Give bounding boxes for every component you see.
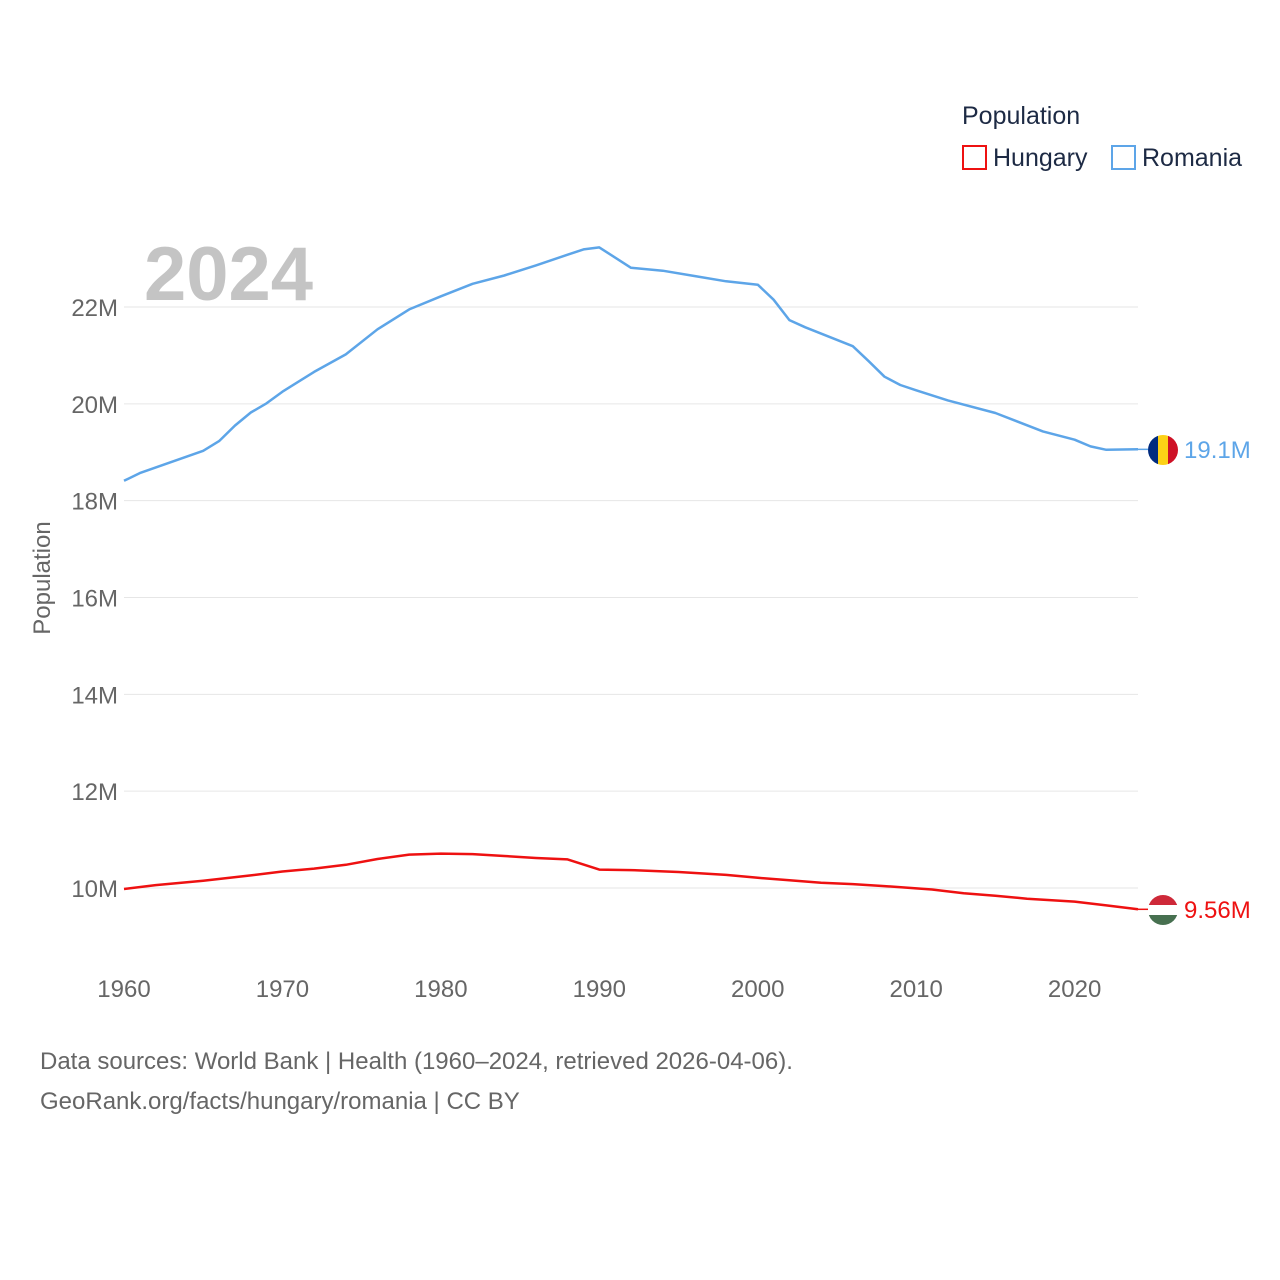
x-tick-label: 1980 <box>414 976 467 1003</box>
grid-lines <box>124 306 1138 889</box>
source-line-1: Data sources: World Bank | Health (1960–… <box>40 1048 793 1075</box>
series-line-hungary[interactable] <box>123 852 1139 911</box>
legend-swatch-hungary <box>962 145 987 170</box>
source-note: Data sources: World Bank | Health (1960–… <box>40 1042 793 1122</box>
y-tick-label: 12M <box>71 779 118 806</box>
x-tick-label: 1970 <box>256 976 309 1003</box>
legend-item-hungary[interactable]: Hungary <box>962 144 1088 172</box>
legend-label-hungary: Hungary <box>993 144 1088 172</box>
series-line-romania[interactable] <box>123 246 1139 482</box>
source-line-2[interactable]: GeoRank.org/facts/hungary/romania | CC B… <box>40 1088 520 1115</box>
legend-item-romania[interactable]: Romania <box>1111 144 1242 172</box>
y-tick-label: 18M <box>71 489 118 516</box>
x-tick-label: 1990 <box>573 976 626 1003</box>
x-tick-label: 2010 <box>889 976 942 1003</box>
series-lines <box>123 246 1148 911</box>
year-watermark: 2024 <box>144 232 313 317</box>
end-labels: 19.1M 9.56M <box>1184 437 1251 924</box>
romania-flag-icon <box>1148 435 1178 465</box>
end-label-romania: 19.1M <box>1184 437 1251 464</box>
x-axis-ticks: 1960 1970 1980 1990 2000 2010 2020 <box>97 976 1101 1003</box>
end-label-hungary: 9.56M <box>1184 897 1251 924</box>
y-tick-label: 22M <box>71 295 118 322</box>
x-tick-label: 2020 <box>1048 976 1101 1003</box>
hungary-flag-icon <box>1148 895 1178 925</box>
y-tick-label: 10M <box>71 876 118 903</box>
y-axis-label: Population <box>29 521 56 634</box>
legend-title: Population <box>962 102 1080 130</box>
x-tick-label: 2000 <box>731 976 784 1003</box>
y-tick-label: 14M <box>71 682 118 709</box>
legend-swatch-romania <box>1111 145 1136 170</box>
y-tick-label: 16M <box>71 586 118 613</box>
x-tick-label: 1960 <box>97 976 150 1003</box>
y-axis-ticks: 10M 12M 14M 16M 18M 20M 22M <box>71 295 118 903</box>
legend-label-romania: Romania <box>1142 144 1242 172</box>
legend: Population Hungary Romania <box>962 102 1242 172</box>
y-tick-label: 20M <box>71 392 118 419</box>
